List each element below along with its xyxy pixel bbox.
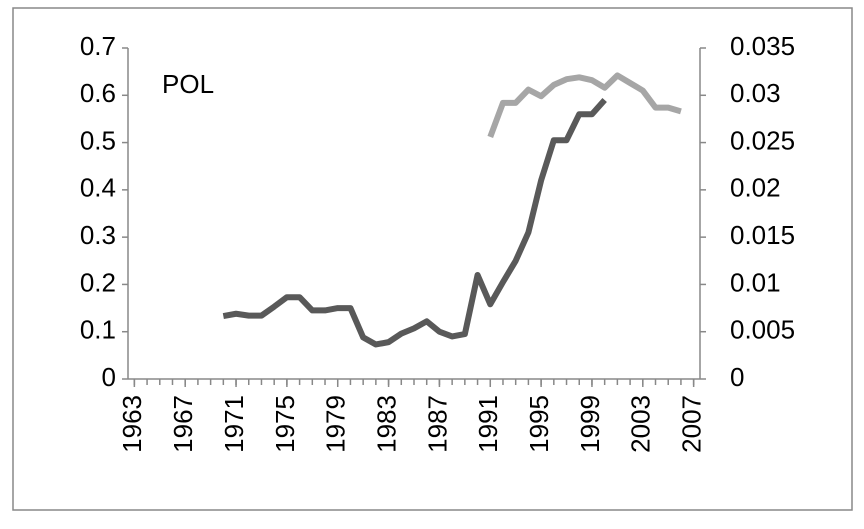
x-tick-label: 1999 (575, 395, 605, 453)
x-tick-label: 1971 (219, 395, 249, 453)
y2-tick-label: 0.025 (730, 125, 795, 155)
y-tick-label: 0.4 (80, 173, 116, 203)
y-tick-label: 0.3 (80, 220, 116, 250)
y2-tick-label: 0.035 (730, 31, 795, 61)
y2-tick-label: 0.02 (730, 173, 781, 203)
x-tick-label: 1995 (524, 395, 554, 453)
y2-tick-label: 0.015 (730, 220, 795, 250)
x-tick-label: 1987 (422, 395, 452, 453)
x-tick-label: 1979 (321, 395, 351, 453)
series-line (487, 72, 682, 138)
chart-border (12, 7, 853, 511)
y-tick-label: 0.7 (80, 31, 116, 61)
y2-tick-label: 0.03 (730, 78, 781, 108)
y-tick-label: 0 (102, 362, 116, 392)
x-tick-label: 1963 (117, 395, 147, 453)
annotation: POL (162, 69, 214, 99)
x-tick-label: 1975 (270, 395, 300, 453)
y2-tick-label: 0.005 (730, 315, 795, 345)
x-tick-label: 2007 (677, 395, 707, 453)
y2-tick-label: 0 (730, 362, 744, 392)
y-tick-label: 0.5 (80, 125, 116, 155)
series-line (222, 98, 607, 348)
x-tick-label: 1983 (371, 395, 401, 453)
y-tick-label: 0.1 (80, 315, 116, 345)
y-tick-label: 0.6 (80, 78, 116, 108)
x-tick-label: 1967 (168, 395, 198, 453)
x-tick-label: 2003 (626, 395, 656, 453)
y2-tick-label: 0.01 (730, 267, 781, 297)
y-tick-label: 0.2 (80, 267, 116, 297)
x-tick-label: 1991 (473, 395, 503, 453)
